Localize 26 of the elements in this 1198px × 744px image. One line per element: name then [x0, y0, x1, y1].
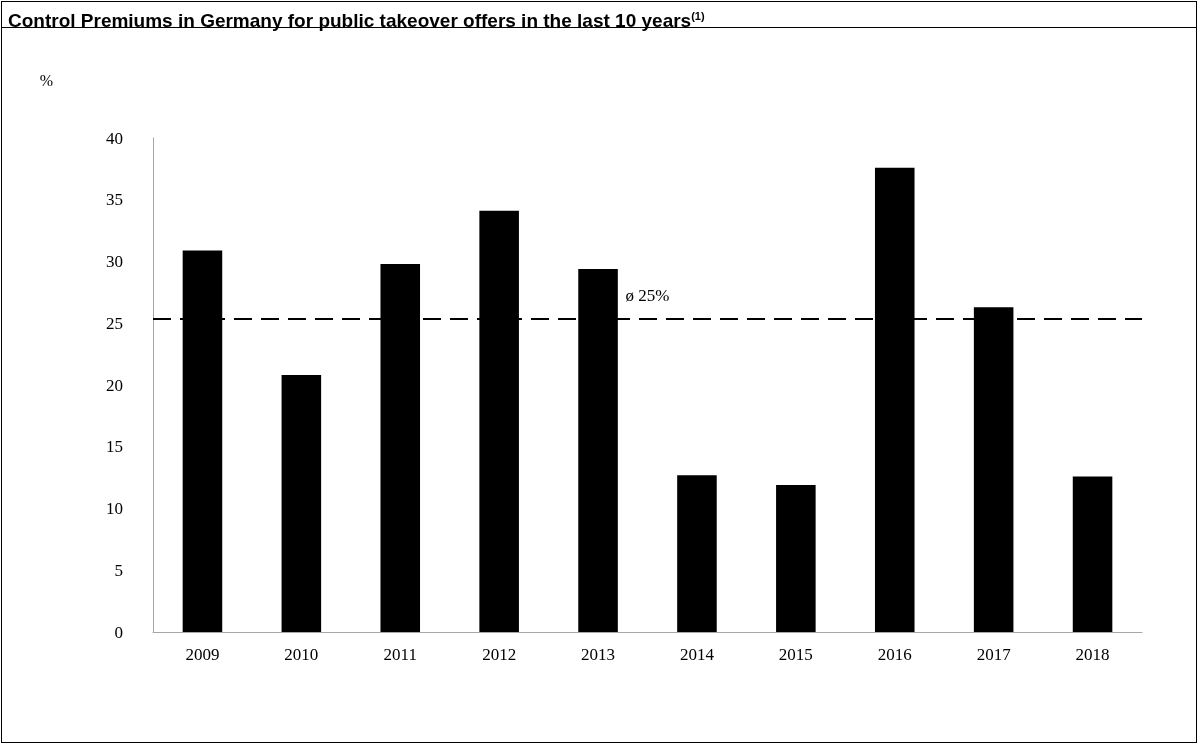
x-tick-label: 2010	[284, 645, 319, 664]
y-tick-label: 25	[106, 313, 123, 333]
y-tick-label: 20	[106, 375, 123, 395]
x-tick-label: 2018	[1075, 645, 1110, 664]
y-tick-label: 35	[106, 190, 123, 210]
x-tick-label: 2009	[185, 645, 220, 664]
chart-title: Control Premiums in Germany for public takeover offers in the last 10 years$^{(1)}$	[7, 9, 706, 32]
y-tick-label: 10	[106, 499, 123, 518]
x-tick-label: 2017	[976, 645, 1012, 664]
x-tick-label: 2016	[877, 645, 912, 664]
y-axis-title: %	[39, 71, 53, 89]
bar	[677, 475, 717, 632]
y-tick-label: 0	[114, 622, 123, 642]
x-tick-label: 2012	[482, 645, 517, 664]
bar	[776, 485, 816, 632]
y-tick-label: 15	[106, 437, 123, 457]
bar	[281, 375, 322, 632]
y-tick-label: 5	[114, 560, 123, 580]
bar	[1072, 476, 1113, 632]
x-tick-label: 2011	[383, 645, 417, 664]
x-tick-label: 2015	[778, 645, 813, 664]
y-tick-label: 30	[106, 252, 123, 271]
ref-line-label: ø 25%	[625, 286, 670, 306]
x-tick-label: 2013	[581, 645, 616, 664]
y-tick-label: 40	[106, 128, 123, 148]
x-tick-label: 2014	[679, 645, 715, 664]
